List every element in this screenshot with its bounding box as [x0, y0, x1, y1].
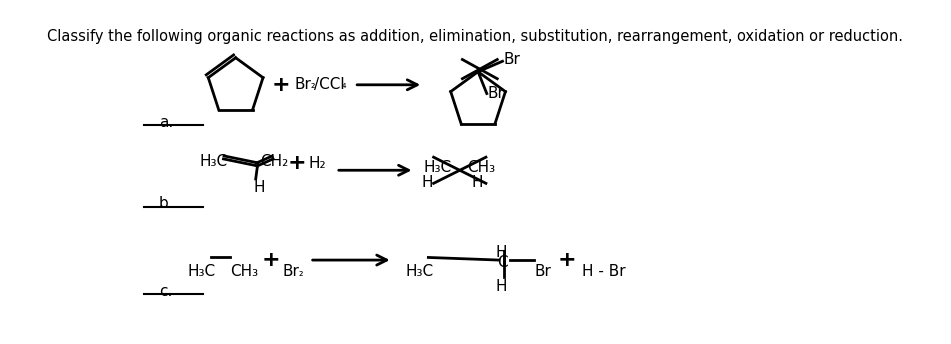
- Text: +: +: [262, 250, 280, 270]
- Text: ₂: ₂: [299, 268, 303, 278]
- Text: H: H: [472, 175, 483, 190]
- Text: +: +: [557, 250, 576, 270]
- Text: Br: Br: [488, 86, 505, 101]
- Text: Br: Br: [295, 77, 312, 92]
- Text: Br: Br: [503, 52, 520, 67]
- Text: C: C: [497, 255, 508, 270]
- Text: Br: Br: [282, 265, 300, 279]
- Text: H: H: [421, 175, 433, 190]
- Text: H₃C: H₃C: [187, 265, 216, 279]
- Text: ₂: ₂: [311, 80, 315, 90]
- Text: c.: c.: [159, 283, 172, 299]
- Text: H: H: [253, 180, 264, 195]
- Text: H₃C: H₃C: [199, 154, 227, 169]
- Text: H₃C: H₃C: [406, 265, 434, 279]
- Text: /CCl: /CCl: [314, 77, 345, 92]
- Text: b.: b.: [159, 196, 173, 212]
- Text: H: H: [495, 245, 507, 260]
- Text: CH₃: CH₃: [230, 265, 259, 279]
- Text: Br: Br: [534, 265, 552, 279]
- Text: +: +: [272, 75, 290, 95]
- Text: +: +: [287, 153, 306, 173]
- Text: a.: a.: [159, 115, 173, 130]
- Text: CH₂: CH₂: [260, 154, 288, 169]
- Text: H₃C: H₃C: [423, 160, 452, 175]
- Text: H: H: [495, 279, 507, 294]
- Text: CH₃: CH₃: [467, 160, 495, 175]
- Text: ₄: ₄: [341, 80, 345, 90]
- Text: H₂: H₂: [309, 156, 326, 171]
- Text: Classify the following organic reactions as addition, elimination, substitution,: Classify the following organic reactions…: [48, 29, 903, 44]
- Text: H - Br: H - Br: [582, 265, 626, 279]
